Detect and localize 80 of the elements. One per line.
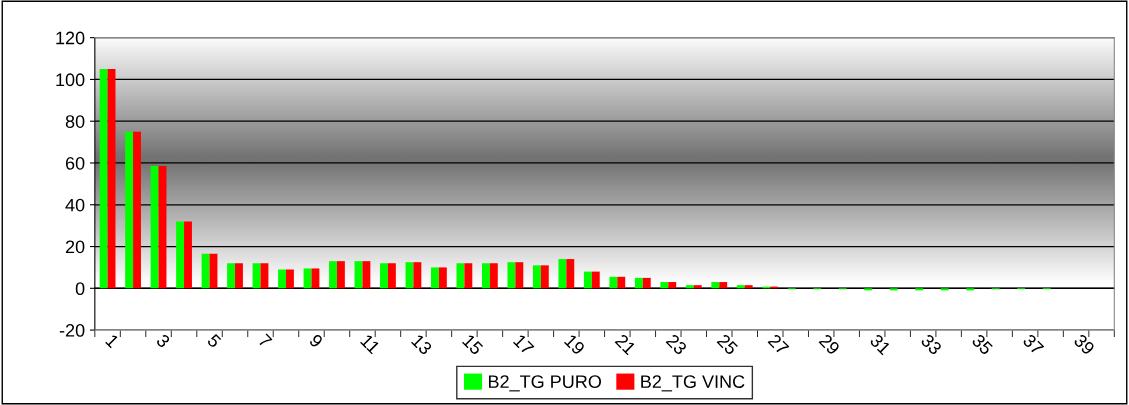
x-tick-label: 17	[513, 333, 535, 356]
bar	[889, 288, 898, 291]
bar	[693, 285, 702, 289]
bar	[201, 253, 210, 289]
bar	[336, 261, 345, 289]
bar	[387, 263, 396, 289]
bar	[507, 262, 516, 289]
y-tick-label: 0	[75, 282, 85, 296]
bar	[711, 282, 720, 289]
bar	[566, 259, 575, 289]
bar	[583, 271, 592, 289]
bar	[431, 267, 439, 289]
bar	[609, 276, 618, 289]
bar	[591, 271, 600, 289]
bar	[660, 282, 669, 289]
bar	[668, 282, 677, 289]
x-tick-label: 35	[971, 333, 994, 356]
y-tick-label: 40	[65, 198, 85, 212]
bar	[719, 282, 728, 289]
bar	[278, 269, 286, 289]
x-tick-label: 11	[360, 333, 381, 355]
legend-label: B2_TG PURO	[488, 375, 602, 392]
y-tick-label: 60	[65, 156, 85, 170]
bar	[966, 288, 975, 291]
bar	[481, 263, 490, 289]
bar	[184, 221, 192, 289]
x-tick-label: 37	[1022, 333, 1045, 356]
bar	[558, 259, 567, 289]
y-tick-label: 80	[65, 115, 85, 128]
bar	[915, 288, 924, 291]
y-tick-label: 100	[56, 73, 85, 87]
x-tick-label: 7	[257, 333, 273, 349]
bar	[489, 263, 498, 289]
x-tick-label: 19	[563, 333, 586, 356]
bar	[438, 267, 447, 289]
x-tick-label: 29	[818, 333, 841, 356]
bar	[540, 265, 549, 289]
bar	[864, 288, 873, 291]
bar	[515, 262, 524, 289]
y-tick-label: 120	[56, 31, 85, 45]
bar	[380, 263, 388, 289]
x-tick-label: 5	[206, 333, 222, 349]
bar	[617, 276, 626, 289]
bar	[362, 261, 371, 289]
y-tick-label: 20	[65, 240, 85, 254]
bar	[940, 288, 949, 291]
y-tick-label: -20	[59, 324, 85, 337]
bar	[642, 277, 651, 289]
x-tick-label: 23	[665, 333, 688, 356]
bar	[532, 265, 541, 289]
bar	[235, 263, 243, 289]
x-tick-label: 15	[461, 333, 484, 356]
x-tick-label: 33	[920, 333, 943, 356]
bar	[125, 131, 134, 289]
bar	[634, 277, 643, 289]
x-tick-label: 13	[410, 333, 433, 356]
bar	[329, 261, 337, 289]
x-tick-label: 27	[767, 333, 790, 356]
bar	[227, 263, 236, 289]
bar	[744, 285, 753, 289]
bar	[252, 263, 261, 289]
bar	[736, 285, 745, 289]
x-tick-label: 21	[614, 333, 637, 356]
legend-label: B2_TG VINC	[641, 375, 745, 392]
bar	[685, 285, 694, 289]
bar	[456, 263, 465, 289]
bar	[413, 262, 422, 289]
x-tick-label: 3	[155, 333, 171, 349]
x-tick-label: 39	[1073, 333, 1096, 356]
bar	[150, 166, 159, 289]
x-tick-label: 25	[716, 333, 739, 356]
bar	[464, 263, 473, 289]
bar	[99, 68, 108, 289]
bar	[133, 131, 141, 289]
bar	[176, 221, 185, 289]
bar	[285, 269, 294, 289]
x-tick-label: 1	[105, 333, 120, 349]
bar	[311, 268, 320, 289]
x-tick-label: 31	[869, 333, 892, 356]
x-tick-label: 9	[308, 333, 324, 349]
